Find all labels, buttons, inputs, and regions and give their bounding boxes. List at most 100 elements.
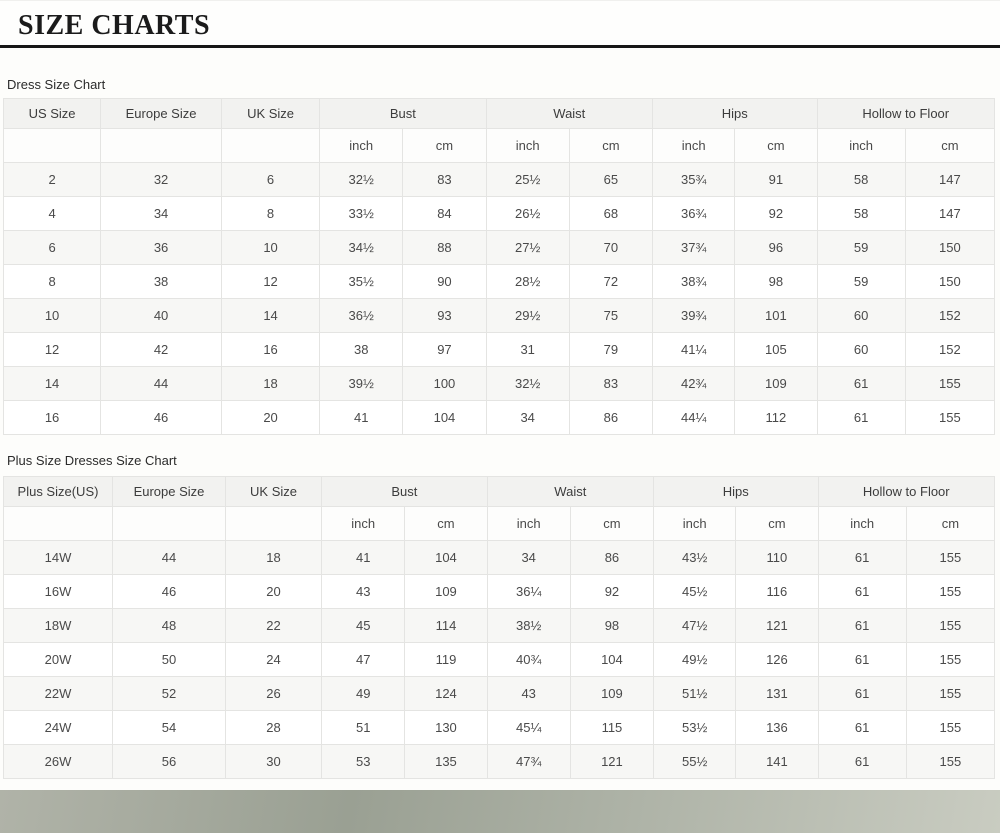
- size-cell: 16: [2, 400, 102, 435]
- unit-label: cm: [735, 506, 819, 541]
- unit-label: cm: [568, 128, 654, 163]
- measurement-cell: 61: [816, 366, 906, 401]
- table-row: 8 38 12 35½ 90 28½ 72 38¾ 98 59 150: [2, 264, 996, 299]
- measurement-cell: 90: [402, 264, 487, 299]
- measurement-cell: 60: [816, 332, 906, 367]
- measurement-cell: 105: [734, 332, 818, 367]
- unit-label: inch: [816, 128, 906, 163]
- unit-label: cm: [905, 506, 996, 541]
- measurement-cell: 75: [568, 298, 654, 333]
- measurement-cell: 45: [321, 608, 406, 643]
- measurement-cell: 61: [817, 608, 907, 643]
- measurement-cell: 36¾: [652, 196, 736, 231]
- measurement-cell: 53½: [653, 710, 737, 745]
- unit-label: inch: [653, 506, 737, 541]
- table-row: 4 34 8 33½ 84 26½ 68 36¾ 92 58 147: [2, 196, 996, 231]
- measurement-cell: 28: [224, 710, 323, 745]
- measurement-cell: 34: [100, 196, 222, 231]
- measurement-cell: 155: [904, 366, 996, 401]
- measurement-cell: 61: [816, 400, 906, 435]
- empty-cell: [220, 128, 321, 163]
- measurement-cell: 155: [905, 574, 996, 609]
- unit-label: cm: [569, 506, 655, 541]
- measurement-cell: 72: [568, 264, 654, 299]
- measure-column-header: Hollow to Floor: [817, 476, 996, 507]
- measurement-cell: 18: [224, 540, 323, 575]
- unit-label: inch: [319, 128, 404, 163]
- size-cell: 26W: [3, 744, 113, 779]
- measure-column-header: Hollow to Floor: [816, 98, 996, 129]
- dress-size-table: US Size Europe Size UK Size Bust Waist Hips Ho…: [2, 98, 996, 435]
- measurement-cell: 155: [905, 744, 996, 779]
- measurement-cell: 79: [568, 332, 654, 367]
- measurement-cell: 47½: [653, 608, 737, 643]
- measurement-cell: 33½: [319, 196, 404, 231]
- measurement-cell: 84: [402, 196, 487, 231]
- measurement-cell: 92: [569, 574, 655, 609]
- measurement-cell: 34: [486, 540, 571, 575]
- table-row: 24W 54 28 51 130 45¼ 115 53½ 136 61 155: [3, 710, 996, 745]
- empty-cell: [112, 506, 226, 541]
- size-cell: 14: [2, 366, 102, 401]
- measurement-cell: 116: [735, 574, 819, 609]
- table-row: 16 46 20 41 104 34 86 44¼ 112 61 155: [2, 400, 996, 435]
- measurement-cell: 136: [735, 710, 819, 745]
- size-cell: 6: [2, 230, 102, 265]
- size-cell: 22W: [3, 676, 113, 711]
- measurement-cell: 61: [817, 676, 907, 711]
- measurement-cell: 41: [321, 540, 406, 575]
- measurement-cell: 39¾: [652, 298, 736, 333]
- measurement-cell: 68: [568, 196, 654, 231]
- measurement-cell: 96: [734, 230, 818, 265]
- dress-size-chart-section: Dress Size Chart US Size Europe Size UK Si…: [0, 77, 1000, 435]
- measure-column-header: Hips: [652, 98, 818, 129]
- measurement-cell: 115: [569, 710, 655, 745]
- measurement-cell: 24: [224, 642, 323, 677]
- measurement-cell: 31: [485, 332, 570, 367]
- unit-label: inch: [652, 128, 736, 163]
- measurement-cell: 88: [402, 230, 487, 265]
- measurement-cell: 112: [734, 400, 818, 435]
- measurement-cell: 155: [905, 608, 996, 643]
- measurement-cell: 44: [112, 540, 226, 575]
- measurement-cell: 10: [220, 230, 321, 265]
- plus-size-chart-section: Plus Size Dresses Size Chart Plus Size(U…: [0, 453, 1000, 779]
- measurement-cell: 51½: [653, 676, 737, 711]
- measurement-cell: 41¼: [652, 332, 736, 367]
- measurement-cell: 38¾: [652, 264, 736, 299]
- measurement-cell: 109: [404, 574, 488, 609]
- measurement-cell: 114: [404, 608, 488, 643]
- measurement-cell: 152: [904, 332, 996, 367]
- measurement-cell: 59: [816, 264, 906, 299]
- measurement-cell: 16: [220, 332, 321, 367]
- measurement-cell: 48: [112, 608, 226, 643]
- measurement-cell: 104: [404, 540, 488, 575]
- measurement-cell: 109: [569, 676, 655, 711]
- size-cell: 18W: [3, 608, 113, 643]
- measurement-cell: 91: [734, 162, 818, 197]
- measurement-cell: 43½: [653, 540, 737, 575]
- measurement-cell: 35¾: [652, 162, 736, 197]
- measurement-cell: 40¾: [486, 642, 571, 677]
- unit-row: inch cm inch cm inch cm inch cm: [2, 128, 996, 163]
- measurement-cell: 36¼: [486, 574, 571, 609]
- measurement-cell: 98: [569, 608, 655, 643]
- measurement-cell: 58: [816, 196, 906, 231]
- size-column-header: Europe Size: [100, 98, 222, 129]
- measurement-cell: 147: [904, 162, 996, 197]
- table-row: 26W 56 30 53 135 47¾ 121 55½ 141 61 155: [3, 744, 996, 779]
- measurement-cell: 22: [224, 608, 323, 643]
- measurement-cell: 41: [319, 400, 404, 435]
- measurement-cell: 8: [220, 196, 321, 231]
- size-cell: 2: [2, 162, 102, 197]
- measurement-cell: 32: [100, 162, 222, 197]
- measurement-cell: 46: [112, 574, 226, 609]
- measurement-cell: 32½: [485, 366, 570, 401]
- measure-column-header: Bust: [321, 476, 488, 507]
- measurement-cell: 14: [220, 298, 321, 333]
- measurement-cell: 47: [321, 642, 406, 677]
- measurement-cell: 109: [734, 366, 818, 401]
- size-column-header: US Size: [2, 98, 102, 129]
- size-cell: 8: [2, 264, 102, 299]
